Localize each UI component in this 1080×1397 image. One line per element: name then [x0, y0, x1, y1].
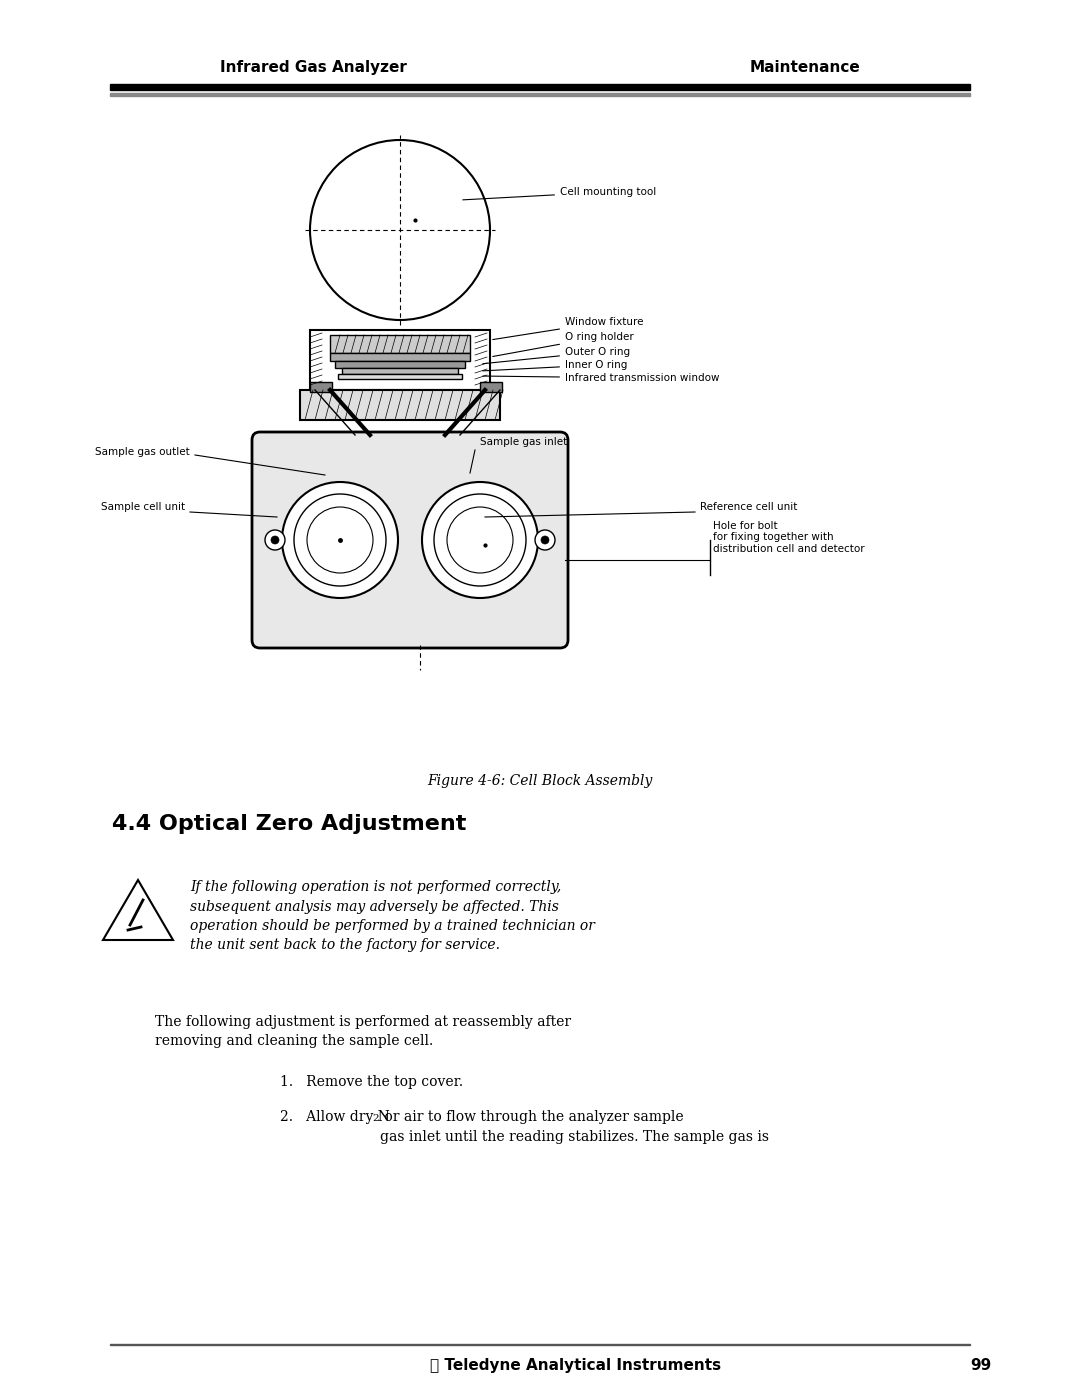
Text: If the following operation is not performed correctly,
subsequent analysis may a: If the following operation is not perfor…: [190, 880, 595, 953]
Text: Cell mounting tool: Cell mounting tool: [462, 187, 657, 200]
Bar: [110, 94, 970, 96]
Text: Figure 4-6: Cell Block Assembly: Figure 4-6: Cell Block Assembly: [428, 774, 652, 788]
Text: 2.   Allow dry N: 2. Allow dry N: [280, 1111, 390, 1125]
Text: 1.   Remove the top cover.: 1. Remove the top cover.: [280, 1076, 463, 1090]
Bar: [342, 367, 458, 374]
Text: 4.4 Optical Zero Adjustment: 4.4 Optical Zero Adjustment: [112, 814, 467, 834]
Bar: [335, 360, 465, 367]
Bar: [338, 374, 462, 379]
Bar: [330, 335, 470, 353]
Circle shape: [541, 536, 549, 543]
Circle shape: [282, 482, 399, 598]
Circle shape: [265, 529, 285, 550]
Text: Maintenance: Maintenance: [750, 60, 860, 75]
Bar: [110, 84, 970, 89]
Circle shape: [271, 536, 279, 543]
Text: O ring holder: O ring holder: [492, 332, 634, 356]
Text: 2: 2: [373, 1113, 379, 1123]
Bar: [480, 381, 502, 393]
Text: Reference cell unit: Reference cell unit: [700, 502, 797, 511]
Bar: [110, 1344, 970, 1345]
Circle shape: [422, 482, 538, 598]
Bar: [310, 381, 332, 393]
Text: Outer O ring: Outer O ring: [483, 346, 630, 363]
Text: The following adjustment is performed at reassembly after
removing and cleaning : The following adjustment is performed at…: [156, 1016, 571, 1049]
Bar: [330, 353, 470, 360]
Text: Sample gas inlet: Sample gas inlet: [480, 437, 567, 447]
Text: Sample gas outlet: Sample gas outlet: [95, 447, 190, 457]
Text: Infrared transmission window: Infrared transmission window: [483, 373, 719, 383]
Text: Window fixture: Window fixture: [492, 317, 644, 339]
FancyBboxPatch shape: [252, 432, 568, 648]
Text: or air to flow through the analyzer sample
gas inlet until the reading stabilize: or air to flow through the analyzer samp…: [380, 1111, 769, 1144]
Bar: [310, 330, 490, 390]
Text: Infrared Gas Analyzer: Infrared Gas Analyzer: [220, 60, 407, 75]
Text: 99: 99: [970, 1358, 991, 1373]
Circle shape: [535, 529, 555, 550]
Text: Sample cell unit: Sample cell unit: [100, 502, 185, 511]
Bar: [300, 390, 500, 420]
Text: Inner O ring: Inner O ring: [483, 360, 627, 370]
Text: Hole for bolt
for fixing together with
distribution cell and detector: Hole for bolt for fixing together with d…: [713, 521, 865, 555]
Text: ⪫ Teledyne Analytical Instruments: ⪫ Teledyne Analytical Instruments: [430, 1358, 721, 1373]
